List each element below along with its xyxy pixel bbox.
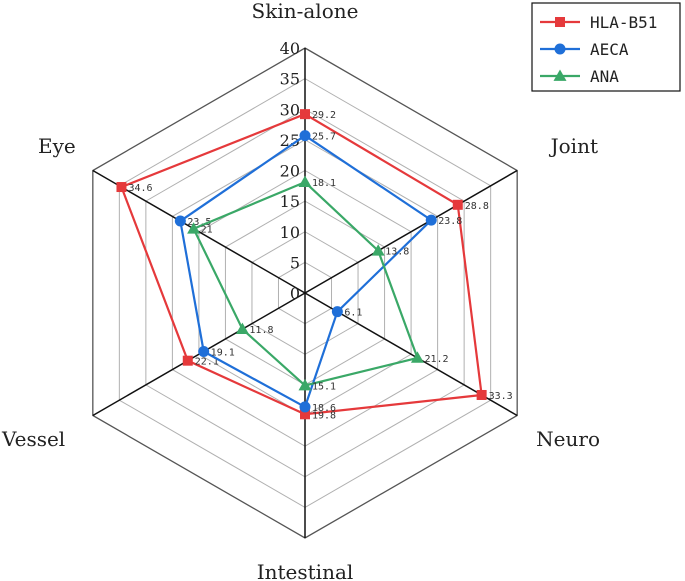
data-point: [371, 244, 385, 256]
axis-labels: Skin-alone Joint Neuro Intestinal Vessel Eye: [1, 0, 600, 581]
legend-item: HLA-B51: [540, 13, 657, 32]
data-label: 21: [201, 225, 213, 236]
data-label: 33.3: [489, 391, 513, 402]
data-label: 11.8: [249, 325, 273, 336]
tick-label: 5: [290, 253, 300, 272]
axis-label-joint: Joint: [549, 134, 598, 158]
data-label: 23.5: [187, 217, 211, 228]
radial-tick-labels: 0 5 10 15 20 25 30 35 40: [280, 39, 300, 303]
data-point: [187, 222, 201, 234]
data-label: 28.8: [465, 201, 489, 212]
series-aeca: 25.7 23.8 6.1 18.6 19.1 23.5: [174, 130, 462, 414]
data-point: [299, 130, 311, 142]
data-label: 6.1: [344, 308, 362, 319]
radar-axes: [92, 48, 518, 538]
data-label: 18.6: [312, 403, 336, 414]
data-point: [298, 175, 312, 188]
data-label: 19.8: [312, 410, 336, 421]
data-point: [116, 182, 127, 193]
data-point: [555, 17, 565, 27]
data-label: 18.1: [312, 178, 336, 189]
legend: HLA-B51 AECA ANA: [531, 2, 681, 92]
series-ana: 18.1 13.8 21.2 15.1 11.8 21: [187, 175, 449, 392]
data-point: [235, 322, 249, 335]
tick-label: 30: [280, 100, 300, 119]
axis-spoke: [92, 292, 306, 417]
tick-label: 0: [290, 284, 300, 303]
data-label: 15.1: [312, 381, 336, 392]
axis-spoke: [304, 169, 518, 294]
data-label: 29.2: [312, 110, 336, 121]
tick-label: 10: [280, 223, 300, 242]
data-point: [300, 409, 310, 420]
data-point: [299, 401, 311, 413]
axis-label-neuro: Neuro: [536, 427, 600, 451]
data-point: [298, 378, 312, 391]
data-point: [425, 214, 437, 226]
legend-label: HLA-B51: [590, 13, 657, 32]
tick-label: 40: [280, 39, 300, 58]
data-point: [331, 306, 343, 318]
data-point: [198, 345, 210, 357]
data-point: [553, 69, 567, 81]
data-label: 19.1: [211, 347, 235, 358]
series-layer: 29.2 28.8 33.3 19.8 22.1 34.6 25.7 23.8 6.1 18.6 1…: [116, 109, 513, 421]
data-point: [182, 355, 193, 366]
legend-label: ANA: [590, 67, 619, 86]
tick-label: 35: [280, 70, 300, 89]
data-point: [300, 109, 310, 120]
data-label: 23.8: [438, 216, 462, 227]
legend-label: AECA: [590, 40, 629, 59]
axis-label-vessel: Vessel: [1, 427, 65, 451]
tick-label: 20: [280, 162, 300, 181]
data-point: [452, 199, 463, 210]
tick-label: 15: [280, 192, 300, 211]
tick-label: 25: [280, 131, 300, 150]
data-label: 13.8: [385, 247, 409, 258]
axis-label-eye: Eye: [38, 134, 76, 158]
data-point: [476, 389, 487, 400]
data-point: [554, 43, 566, 55]
data-label: 25.7: [312, 132, 336, 143]
axis-label-intestinal: Intestinal: [257, 560, 354, 581]
legend-item: AECA: [540, 40, 629, 59]
axis-label-skin-alone: Skin-alone: [252, 0, 359, 23]
data-label: 21.2: [424, 354, 448, 365]
series-hla-b51: 29.2 28.8 33.3 19.8 22.1 34.6: [116, 109, 513, 421]
legend-item: ANA: [540, 67, 619, 86]
data-label: 22.1: [195, 357, 219, 368]
data-point: [410, 351, 424, 363]
data-point: [174, 215, 186, 227]
data-label: 34.6: [128, 183, 152, 194]
